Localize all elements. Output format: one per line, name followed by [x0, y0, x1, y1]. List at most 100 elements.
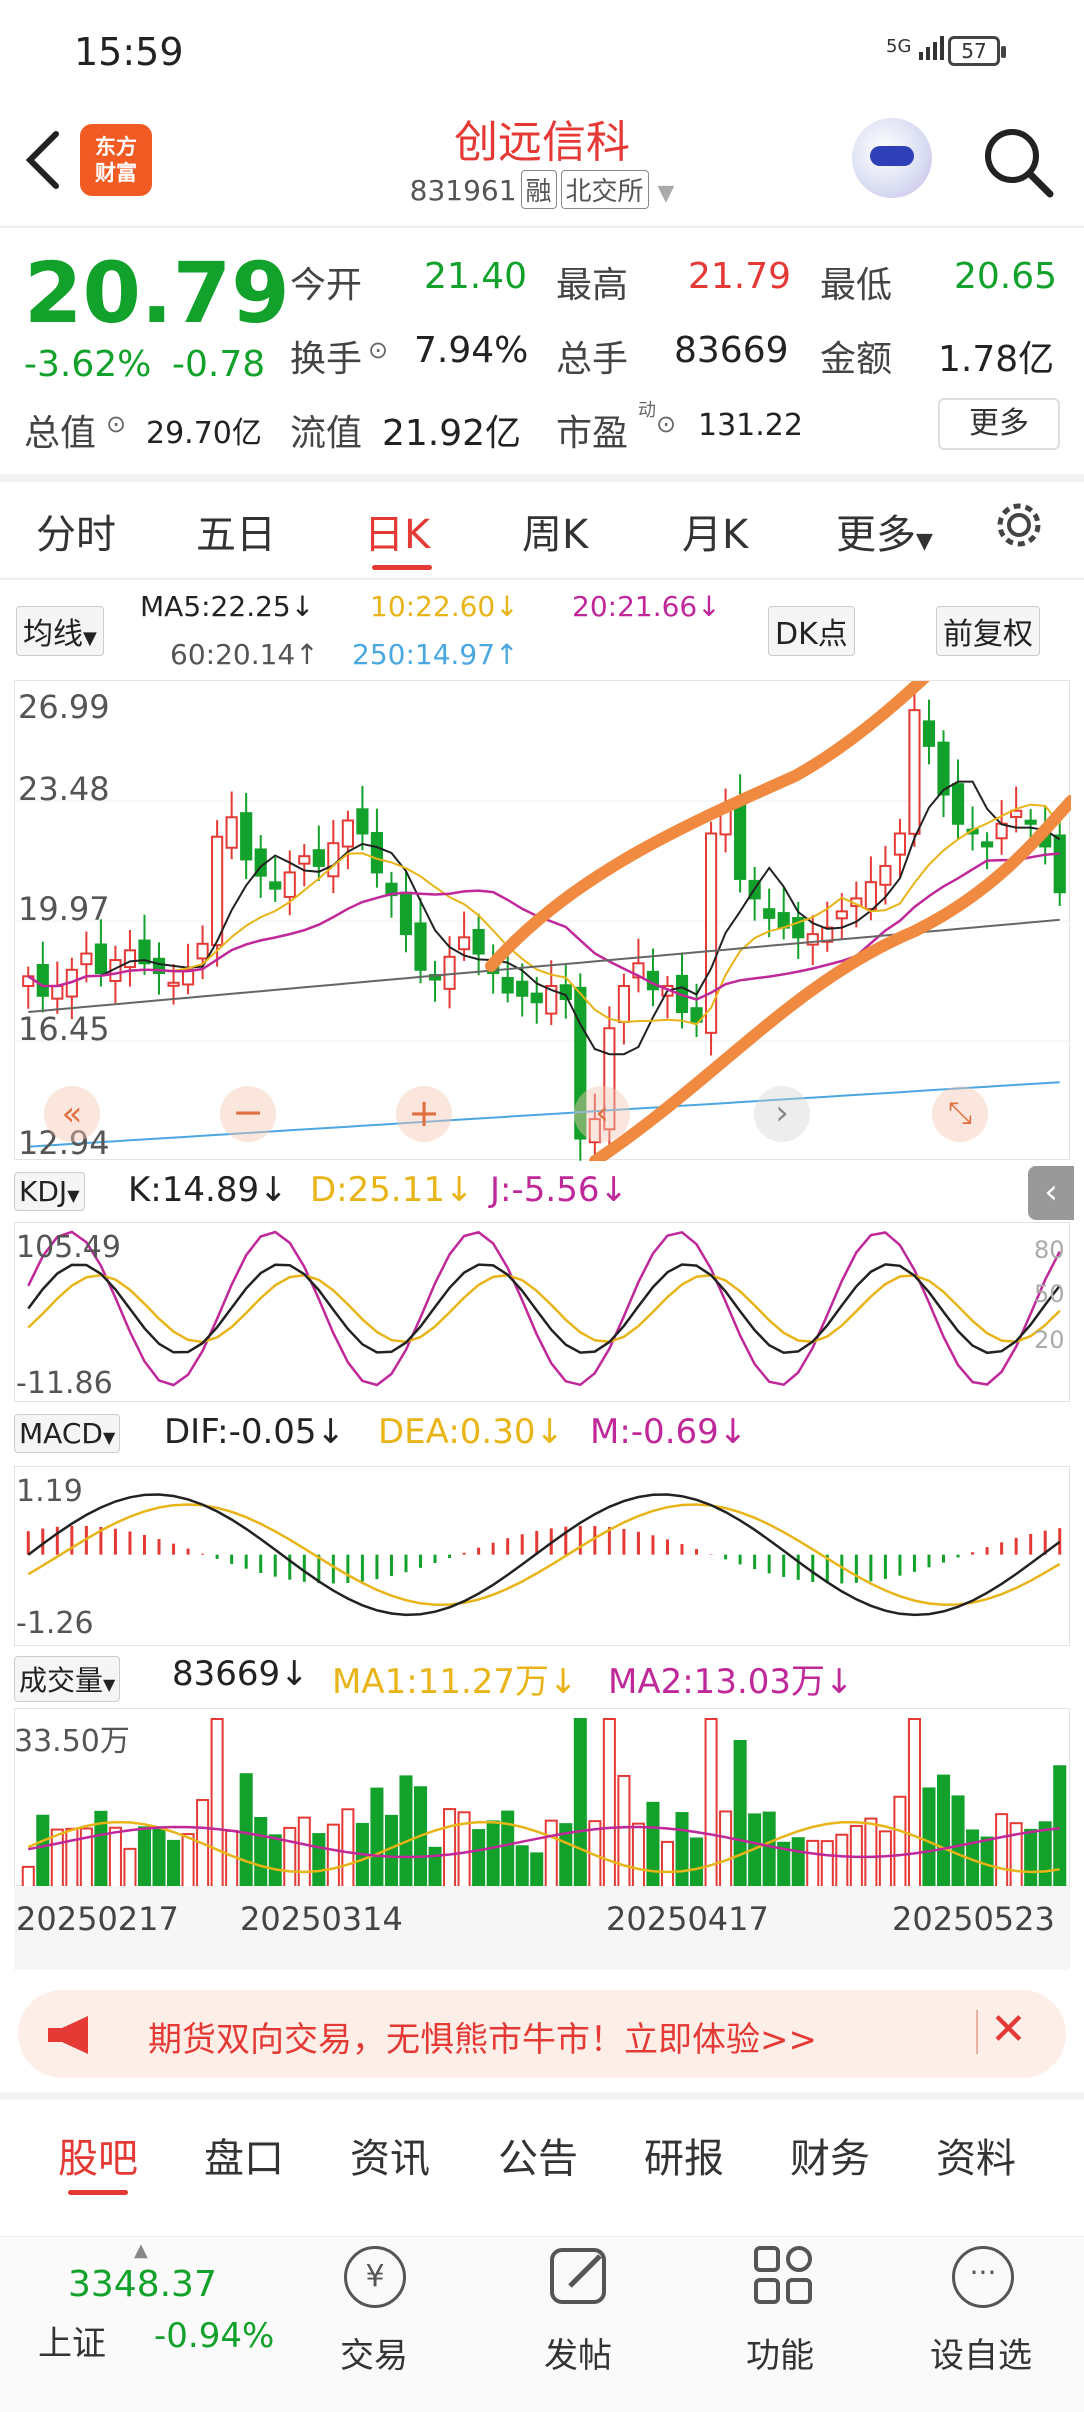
date-axis	[14, 1886, 1070, 1970]
tab-news[interactable]: 资讯	[350, 2136, 430, 2182]
prev-icon[interactable]: ‹	[574, 1086, 630, 1142]
add-watchlist-label[interactable]: 设自选	[930, 2336, 1032, 2376]
function-label[interactable]: 功能	[746, 2336, 814, 2376]
trade-icon[interactable]: ¥	[344, 2246, 406, 2308]
volume-bar	[791, 1837, 805, 1888]
close-icon[interactable]: ✕	[990, 2004, 1027, 2055]
candle-body	[269, 881, 282, 890]
volume-bar	[719, 1810, 733, 1888]
chevron-up-icon: ▲	[134, 2240, 148, 2261]
tab-guba[interactable]: 股吧	[58, 2136, 138, 2182]
macd-dif-line	[27, 1493, 1061, 1617]
volume-svg	[21, 1718, 1067, 1889]
volume-bar	[544, 1819, 558, 1888]
scroll-left-icon[interactable]: «	[44, 1086, 100, 1142]
tab-daily-k[interactable]: 日K	[364, 512, 431, 558]
kline-axis-bottom: 12.94	[18, 1124, 110, 1162]
search-icon[interactable]	[980, 124, 1056, 200]
info-icon[interactable]: ⊙	[106, 410, 127, 438]
kdj-chart[interactable]	[14, 1222, 1070, 1402]
tab-profile[interactable]: 资料	[936, 2136, 1016, 2182]
chevron-down-icon: ▼	[916, 529, 933, 554]
volume-bar	[1038, 1821, 1052, 1888]
more-dots-icon[interactable]: ···	[952, 2246, 1014, 2308]
volume-ma2: MA2:13.03万↓	[608, 1662, 854, 1702]
volume-bar	[631, 1822, 645, 1888]
tab-five-day[interactable]: 五日	[196, 512, 276, 558]
assistant-robot-icon[interactable]	[852, 118, 932, 198]
candle-body	[835, 910, 848, 920]
back-icon[interactable]	[20, 128, 64, 192]
info-icon[interactable]: ⊙	[368, 336, 389, 364]
zoom-in-icon[interactable]: +	[396, 1086, 452, 1142]
candle-body	[211, 835, 224, 947]
volume-chart[interactable]	[14, 1708, 1070, 1889]
post-label[interactable]: 发帖	[544, 2336, 612, 2376]
volume-bar	[443, 1808, 457, 1888]
macd-dea-line	[27, 1503, 1061, 1607]
macd-selector[interactable]: MACD▼	[14, 1414, 121, 1453]
volume-bar	[820, 1840, 834, 1888]
tab-weekly-k[interactable]: 周K	[522, 512, 589, 558]
ma-selector[interactable]: 均线▼	[16, 606, 104, 656]
trade-label[interactable]: 交易	[340, 2336, 408, 2376]
macd-chart[interactable]	[14, 1466, 1070, 1646]
volume-bar	[384, 1814, 398, 1888]
fullscreen-icon[interactable]: ⤡	[932, 1086, 988, 1142]
divider	[0, 2092, 1084, 2100]
adjust-button[interactable]: 前复权	[936, 606, 1040, 656]
next-icon[interactable]: ›	[754, 1086, 810, 1142]
candle-body	[341, 819, 354, 848]
volume-bar	[864, 1817, 878, 1888]
grid-function-icon[interactable]	[752, 2244, 814, 2306]
info-icon[interactable]: ⊙	[656, 410, 677, 438]
kdj-selector[interactable]: KDJ▼	[14, 1172, 85, 1211]
index-name[interactable]: 上证	[38, 2324, 106, 2364]
tab-research[interactable]: 研报	[644, 2136, 724, 2182]
candle-body	[1010, 809, 1023, 818]
status-bar: 15:59 5G 57	[0, 0, 1084, 100]
candle-body	[559, 984, 572, 1001]
footer-bar	[0, 2236, 1084, 2412]
kdj-d-line	[27, 1273, 1061, 1344]
ad-banner[interactable]	[18, 1990, 1066, 2078]
tab-intraday[interactable]: 分时	[36, 512, 116, 558]
kline-chart[interactable]	[14, 555, 1077, 1167]
tab-pankou[interactable]: 盘口	[204, 2136, 284, 2182]
index-change[interactable]: -0.94%	[154, 2316, 275, 2356]
tab-monthly-k[interactable]: 月K	[682, 512, 749, 558]
zoom-out-icon[interactable]: −	[220, 1086, 276, 1142]
candle-body	[806, 933, 819, 946]
index-value[interactable]: 3348.37	[68, 2264, 217, 2305]
more-button[interactable]: 更多	[938, 398, 1060, 450]
tab-finance[interactable]: 财务	[790, 2136, 870, 2182]
macd-axis-bottom: -1.26	[16, 1606, 94, 1641]
dk-point-button[interactable]: DK点	[768, 606, 855, 656]
gear-icon[interactable]	[994, 500, 1044, 550]
chevron-down-icon: ▼	[67, 1186, 80, 1205]
eastmoney-logo[interactable]: 东方 财富	[80, 124, 152, 196]
tab-more[interactable]: 更多▼	[836, 502, 933, 560]
volume-selector[interactable]: 成交量▼	[14, 1656, 121, 1702]
volume-bar	[704, 1718, 718, 1888]
volume-bar	[660, 1840, 675, 1888]
candle-body	[704, 832, 718, 1034]
collapse-panel-icon[interactable]: ‹	[1028, 1166, 1074, 1220]
ma250-label: 250:14.97↑	[352, 638, 519, 671]
candle-body	[937, 741, 950, 796]
tab-notices[interactable]: 公告	[498, 2136, 578, 2182]
macd-dea: DEA:0.30↓	[378, 1412, 564, 1452]
edit-post-icon[interactable]	[548, 2244, 612, 2308]
stock-name[interactable]: 创远信科	[454, 117, 630, 168]
volume-bar	[486, 1820, 500, 1888]
volume-bar	[907, 1718, 921, 1888]
kdj-axis-bottom: -11.86	[16, 1366, 113, 1401]
volume-bar	[893, 1795, 907, 1888]
macd-selector-label: MACD	[19, 1417, 103, 1450]
volume-bar	[573, 1718, 587, 1888]
volume-bar	[225, 1829, 239, 1888]
active-bottom-tab-indicator	[68, 2190, 128, 2195]
volume-selector-label: 成交量	[19, 1664, 104, 1697]
stock-subtitle[interactable]: 831961 融北交所 ▼	[0, 170, 1084, 209]
candle-body	[138, 939, 151, 965]
